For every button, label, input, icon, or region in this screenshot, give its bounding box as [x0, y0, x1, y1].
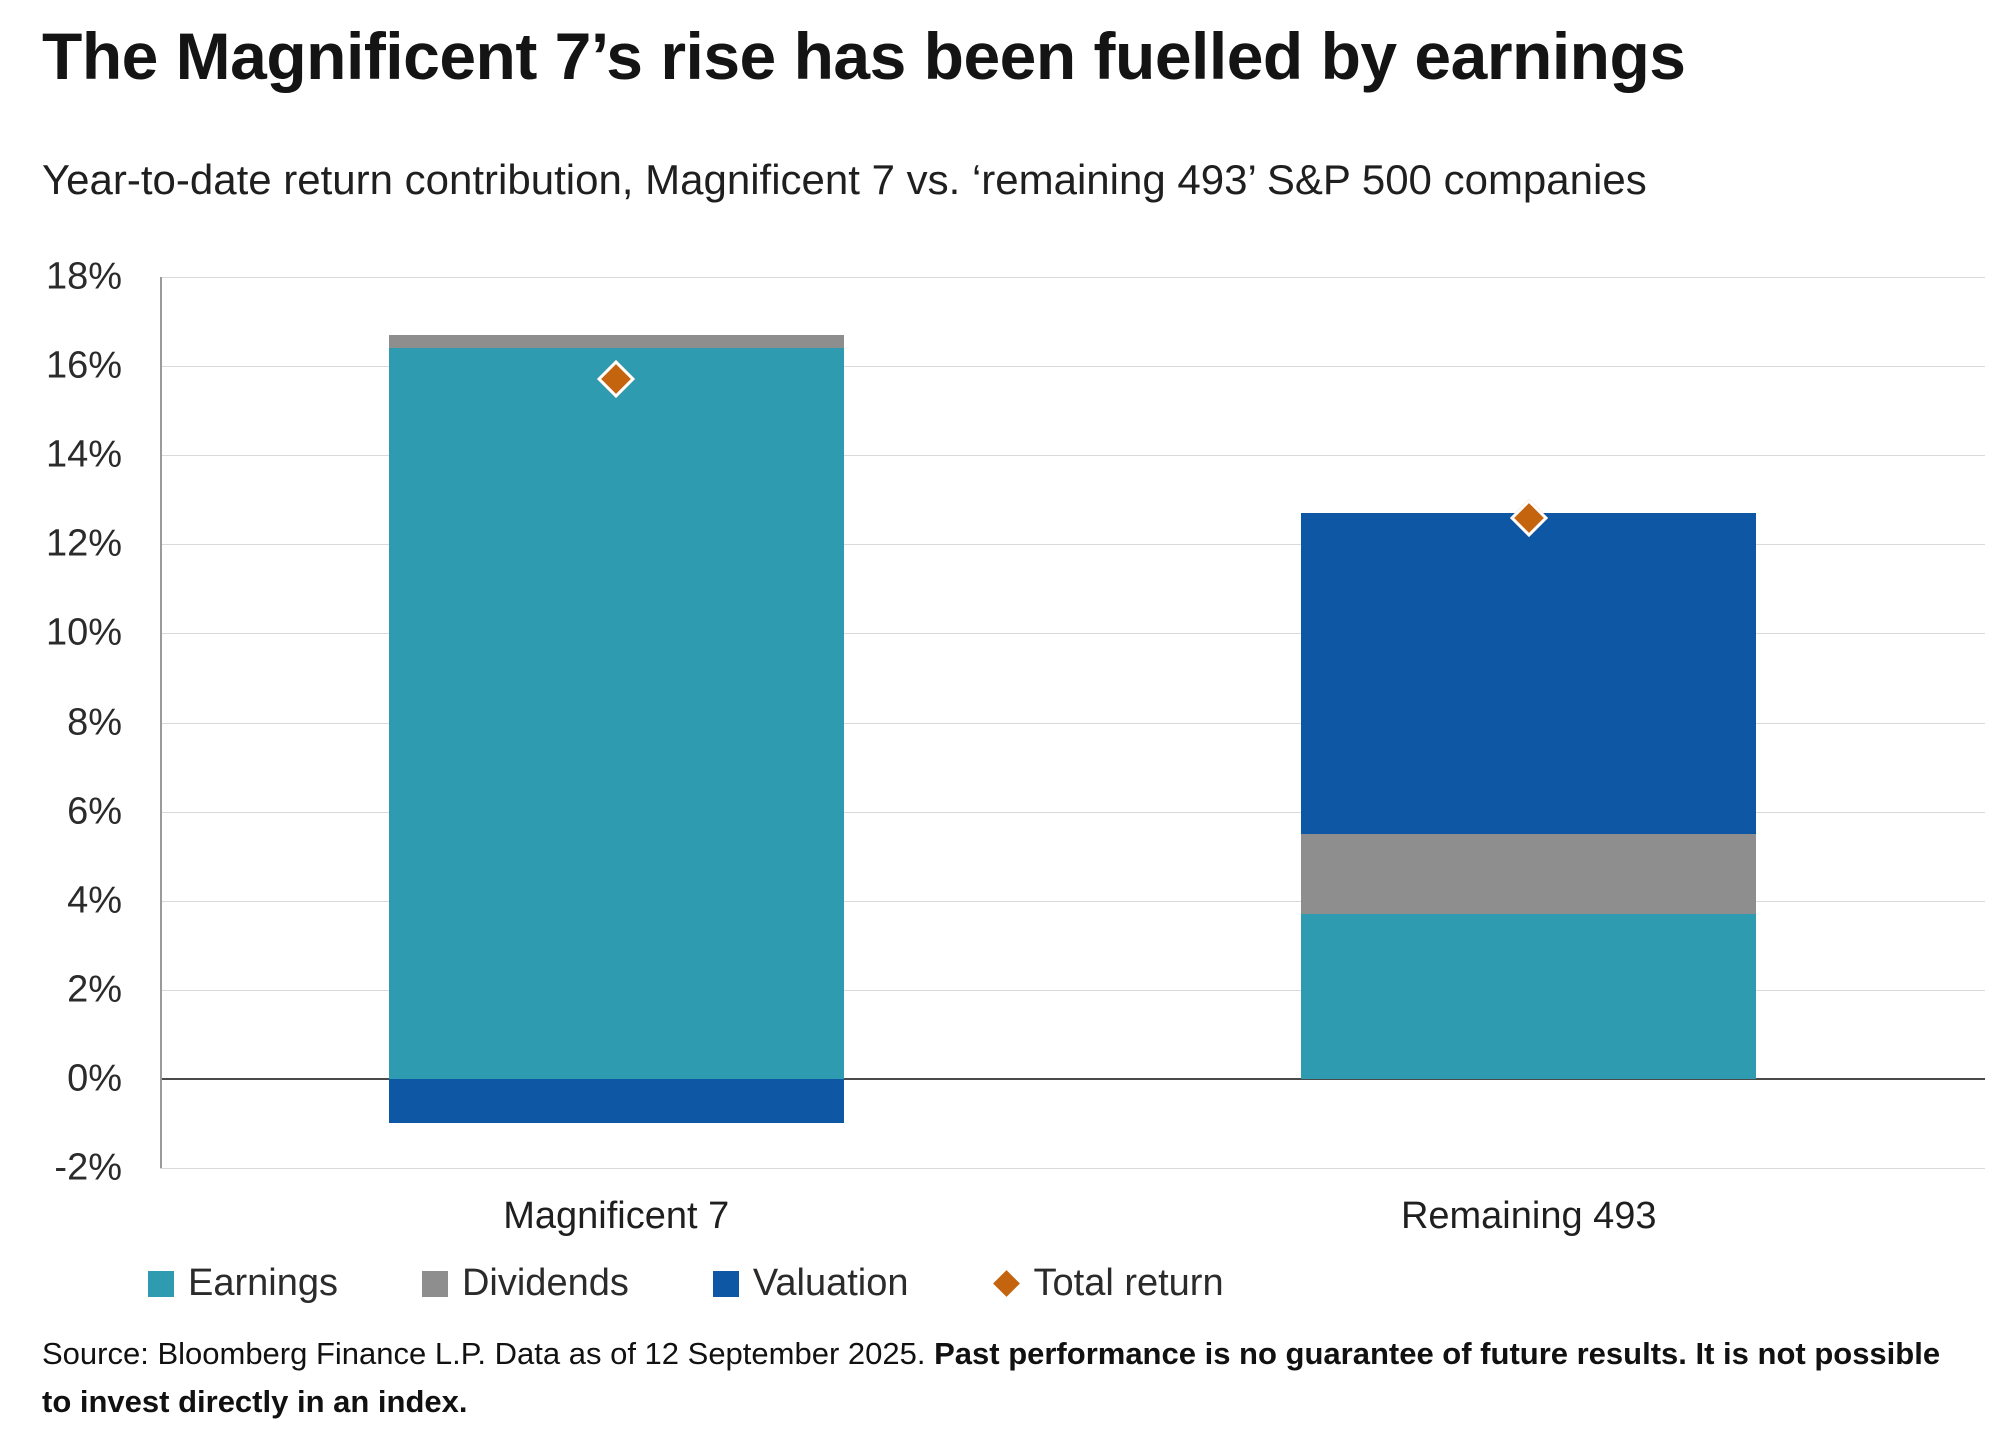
- chart-title: The Magnificent 7’s rise has been fuelle…: [42, 19, 1686, 93]
- y-axis-tick-label: 10%: [45, 611, 122, 654]
- bar-segment-earnings: [388, 348, 844, 1079]
- legend-item-valuation: Valuation: [712, 1262, 909, 1305]
- y-axis-tick-label: 18%: [45, 255, 122, 298]
- y-axis-tick-label: 14%: [45, 433, 122, 476]
- y-axis-tick-label: -2%: [54, 1146, 122, 1189]
- y-axis-tick-label: 16%: [45, 344, 122, 387]
- category-label: Magnificent 7: [503, 1195, 730, 1237]
- legend-item-dividends: Dividends: [421, 1262, 629, 1305]
- gridline: [160, 455, 1985, 457]
- diamond-swatch-icon: [992, 1270, 1020, 1297]
- legend: Earnings Dividends Valuation Total return: [148, 1262, 1224, 1305]
- chart-subtitle: Year-to-date return contribution, Magnif…: [42, 156, 1647, 203]
- y-axis-tick-label: 8%: [67, 701, 122, 743]
- source-note: Source: Bloomberg Finance L.P. Data as o…: [42, 1330, 1977, 1426]
- gridline: [160, 811, 1985, 813]
- y-axis-tick-label: 4%: [67, 879, 122, 922]
- bar-segment-valuation: [1301, 513, 1757, 834]
- y-axis-tick-label: 2%: [67, 968, 122, 1011]
- legend-item-total-return: Total return: [992, 1262, 1224, 1305]
- y-axis-tick-label: 12%: [45, 522, 122, 565]
- legend-label: Earnings: [188, 1262, 338, 1304]
- square-swatch-icon: [421, 1270, 448, 1297]
- legend-label: Dividends: [461, 1262, 629, 1304]
- y-axis-tick-label: 0%: [67, 1057, 122, 1100]
- legend-item-earnings: Earnings: [148, 1262, 338, 1305]
- square-swatch-icon: [712, 1270, 739, 1297]
- gridline: [160, 900, 1985, 902]
- gridline: [160, 366, 1985, 368]
- y-axis-line: [160, 277, 162, 1168]
- bar-segment-valuation: [388, 1078, 844, 1124]
- category-label: Remaining 493: [1400, 1195, 1657, 1237]
- bar-segment-dividends: [1301, 833, 1757, 915]
- y-axis-tick-label: 6%: [67, 790, 122, 833]
- disclaimer-text: Past performance is no guarantee of futu…: [42, 1336, 1941, 1420]
- legend-label: Total return: [1033, 1262, 1224, 1304]
- gridline: [160, 544, 1985, 546]
- square-swatch-icon: [148, 1270, 174, 1297]
- legend-label: Valuation: [752, 1262, 909, 1304]
- gridline: [160, 989, 1985, 991]
- gridline: [160, 277, 1985, 278]
- plot-area: 18% 16% 14% 12% 10% 8% 6% 4% 2% 0% -2% Magnificent …: [46, 256, 1985, 1237]
- gridline: [160, 633, 1985, 635]
- zero-baseline: [160, 1077, 1985, 1080]
- bar-segment-dividends: [388, 334, 844, 349]
- gridline: [160, 1168, 1985, 1169]
- gridline: [160, 722, 1985, 724]
- bar-segment-earnings: [1301, 914, 1757, 1079]
- source-text: Source: Bloomberg Finance L.P. Data as o…: [42, 1336, 935, 1371]
